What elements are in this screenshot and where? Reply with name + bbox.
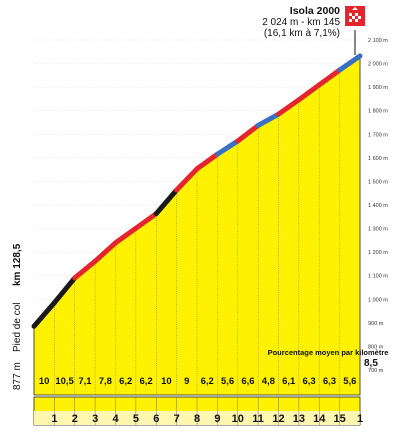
gradient-segment-red [316,67,343,88]
km-label: 13 [293,413,305,425]
gradient-segment-red [174,166,200,193]
y-axis-label-foot: Pied de col [12,303,23,352]
km-band: 1 2 3 4 5 6 7 8 9 10 11 12 13 14 15 1 [33,396,363,426]
gradient-label: 10 [161,376,172,387]
gradient-segment-red [276,97,302,117]
gradient-label: 10,5 [55,376,74,387]
gradient-segment-black [51,275,78,306]
gradient-label: 5,6 [221,376,234,387]
y-tick-label: 1 100 m [368,274,388,280]
gradient-label: 6,2 [139,376,152,387]
km-label: 7 [174,413,180,425]
profile-area: 10 10,5 7,1 7,8 6,2 6,2 10 9 6,2 5,6 6,6 4,8 6,1 6,3 6… [33,57,361,396]
km-label: 9 [214,413,220,425]
summit-stats: (16,1 km à 7,1%) [264,28,340,39]
km-label: 10 [232,413,244,425]
gradient-segment-blue [255,111,281,128]
y-tick-label: 1 000 m [368,297,388,303]
gradient-label: 7,8 [99,376,112,387]
gradient-line [31,53,363,329]
km-label: 14 [313,413,326,425]
end-km-label: 8,5 [364,358,378,369]
km-label: 1 [357,413,363,425]
summit-flag-icon [345,6,365,55]
gradient-label: 5,6 [343,376,356,387]
km-label: 11 [252,413,264,425]
gradient-label: 6,3 [302,376,315,387]
y-axis-label-altitude: 877 m [12,362,23,390]
y-tick-label: 1 300 m [368,227,388,233]
gradient-label: 4,8 [262,376,275,387]
km-label: 15 [334,413,346,425]
gradient-label: 6,3 [323,376,336,387]
y-tick-label: 2 000 m [368,62,388,68]
y-tick-label: 1 800 m [368,109,388,115]
km-label: 8 [194,413,200,425]
gradient-label: 7,1 [78,376,92,387]
km-label: 5 [133,413,139,425]
gradient-segment-black [31,300,57,329]
km-label: 4 [112,413,119,425]
gradient-caption: Pourcentage moyen par kilomètre [268,348,389,357]
y-tick-label: 900 m [368,321,384,327]
gradient-label: 6,6 [241,376,254,387]
y-tick-label: 700 m [368,368,384,374]
y-tick-label: 2 100 m [368,38,388,44]
gradient-segment-red [72,258,98,281]
y-tick-label: 1 600 m [368,156,388,162]
km-label: 6 [153,413,159,425]
gradient-segment-red [235,122,261,144]
summit-name: Isola 2000 [290,5,340,17]
y-tick-label: 1 900 m [368,85,388,91]
km-label: 3 [92,413,98,425]
gradient-label: 9 [184,376,189,387]
gradient-label: 10 [39,376,50,387]
gradient-segment-black [153,187,180,217]
gradient-segment-blue [214,138,241,157]
y-tick-label: 1 200 m [368,250,388,256]
gradient-label: 6,2 [201,376,214,387]
gradient-label: 6,1 [282,376,296,387]
gradient-segment-blue [337,53,363,73]
y-tick-label: 1 700 m [368,132,388,138]
gradient-segment-red [113,225,139,246]
y-tick-label: 800 m [368,344,384,350]
km-label: 2 [72,413,78,425]
km-label: 1 [51,413,57,425]
y-axis-label-km: km 128,5 [12,243,23,286]
gradient-segment-red [296,82,322,103]
summit-altitude: 2 024 m - km 145 [262,17,340,28]
km-label: 12 [272,413,284,425]
gradient-segment-red [194,151,220,172]
gradient-segment-red [133,211,159,231]
y-tick-label: 1 400 m [368,203,388,209]
y-axis-ticks: 700 m 800 m 900 m 1 000 m 1 100 m 1 200 m 1 30… [368,38,388,374]
gradient-label: 6,2 [119,376,132,387]
y-tick-label: 1 500 m [368,179,388,185]
gradient-segment-red [92,240,118,264]
